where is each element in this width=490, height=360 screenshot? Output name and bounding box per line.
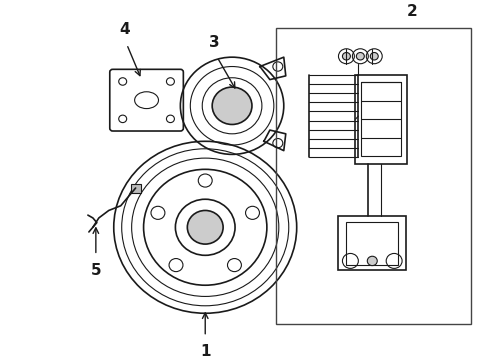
Text: 2: 2 — [407, 4, 417, 19]
Circle shape — [370, 53, 378, 60]
Bar — [276, 28, 471, 324]
Text: 3: 3 — [209, 35, 220, 50]
Text: 1: 1 — [200, 344, 211, 359]
Bar — [355, 75, 407, 164]
Circle shape — [187, 211, 223, 244]
Circle shape — [212, 87, 252, 125]
Text: 5: 5 — [91, 263, 101, 278]
Text: 4: 4 — [120, 22, 130, 37]
Circle shape — [368, 256, 377, 266]
Circle shape — [356, 53, 365, 60]
Circle shape — [343, 53, 350, 60]
Bar — [339, 216, 406, 270]
Bar — [346, 222, 398, 265]
Bar — [361, 82, 401, 156]
Bar — [131, 184, 141, 193]
